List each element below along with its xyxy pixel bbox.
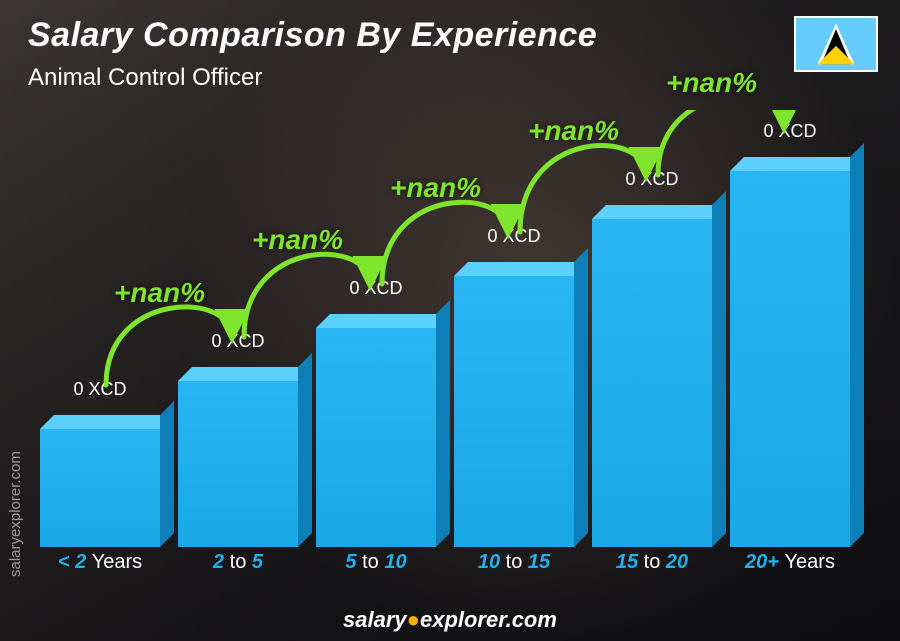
xlab-pre: < 2 — [58, 551, 86, 573]
bar-value-label: 0 XCD — [28, 379, 172, 400]
xlab-post: 20 — [666, 551, 688, 573]
xlab-post: Years — [92, 551, 142, 573]
bar-3: 0 XCD — [454, 276, 574, 547]
xlab-pre: 20+ — [745, 551, 779, 573]
x-label-4: 15 to 20 — [592, 551, 712, 581]
xlab-pre: 5 — [345, 551, 356, 573]
bar-3d: 0 XCD — [454, 276, 574, 547]
bar-side-face — [574, 248, 588, 547]
footer-tld: .com — [506, 607, 557, 632]
bar-top-face — [178, 367, 312, 381]
x-label-0: < 2 Years — [40, 551, 160, 581]
bar-top-face — [592, 205, 726, 219]
chart-title: Salary Comparison By Experience — [28, 16, 597, 55]
x-label-3: 10 to 15 — [454, 551, 574, 581]
chart-subtitle: Animal Control Officer — [28, 64, 262, 92]
bar-value-label: 0 XCD — [442, 226, 586, 247]
flag-svg — [796, 18, 876, 70]
footer-prefix: salary — [343, 607, 407, 632]
xlab-post: 10 — [384, 551, 406, 573]
chart-stage: Salary Comparison By Experience Animal C… — [0, 0, 900, 641]
bar-side-face — [436, 300, 450, 547]
delta-label-4: +nan% — [528, 115, 619, 147]
bar-0: 0 XCD — [40, 429, 160, 547]
bar-top-face — [454, 262, 588, 276]
bar-front — [40, 429, 160, 547]
flag-saint-lucia — [794, 16, 878, 72]
delta-label-1: +nan% — [114, 277, 205, 309]
bar-2: 0 XCD — [316, 328, 436, 547]
bar-1: 0 XCD — [178, 381, 298, 547]
bar-top-face — [730, 157, 864, 171]
bar-3d: 0 XCD — [40, 429, 160, 547]
footer-dot-icon: ● — [407, 607, 420, 632]
xlab-mid: to — [506, 551, 523, 573]
bar-3d: 0 XCD — [592, 219, 712, 547]
bar-chart: 0 XCD0 XCD0 XCD0 XCD0 XCD0 XCD < 2 Years… — [40, 110, 850, 581]
xlab-post: 5 — [252, 551, 263, 573]
bar-front — [592, 219, 712, 547]
bar-side-face — [712, 191, 726, 547]
xlab-mid: to — [644, 551, 661, 573]
bar-front — [316, 328, 436, 547]
xlab-pre: 2 — [213, 551, 224, 573]
bar-3d: 0 XCD — [178, 381, 298, 547]
bar-top-face — [316, 314, 450, 328]
bar-front — [454, 276, 574, 547]
x-label-1: 2 to 5 — [178, 551, 298, 581]
bar-top-face — [40, 415, 174, 429]
bar-3d: 0 XCD — [316, 328, 436, 547]
x-label-5: 20+ Years — [730, 551, 850, 581]
bar-side-face — [850, 143, 864, 547]
xlab-mid: to — [230, 551, 247, 573]
watermark-text: salaryexplorer.com — [7, 451, 24, 577]
bar-value-label: 0 XCD — [166, 331, 310, 352]
xlab-mid: to — [362, 551, 379, 573]
delta-label-5: +nan% — [666, 67, 757, 99]
bar-side-face — [160, 401, 174, 547]
bar-5: 0 XCD — [730, 171, 850, 547]
x-labels-row: < 2 Years2 to 55 to 1010 to 1515 to 2020… — [40, 551, 850, 581]
delta-label-2: +nan% — [252, 224, 343, 256]
xlab-post: 15 — [528, 551, 550, 573]
bar-front — [178, 381, 298, 547]
xlab-pre: 10 — [478, 551, 500, 573]
footer-brand: salary●explorer.com — [0, 607, 900, 633]
bar-front — [730, 171, 850, 547]
bar-4: 0 XCD — [592, 219, 712, 547]
footer-suffix: explorer — [420, 607, 506, 632]
bar-value-label: 0 XCD — [580, 169, 724, 190]
bar-side-face — [298, 353, 312, 547]
bar-value-label: 0 XCD — [304, 278, 448, 299]
delta-label-3: +nan% — [390, 172, 481, 204]
xlab-post: Years — [785, 551, 835, 573]
x-label-2: 5 to 10 — [316, 551, 436, 581]
xlab-pre: 15 — [616, 551, 638, 573]
bar-3d: 0 XCD — [730, 171, 850, 547]
bar-value-label: 0 XCD — [718, 121, 862, 142]
